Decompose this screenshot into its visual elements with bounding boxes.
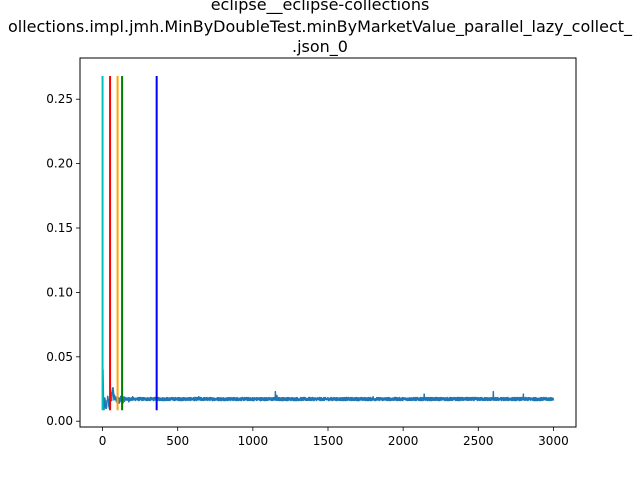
x-tick-label-4: 2000 [388,434,419,448]
title-line-2: ollections.impl.jmh.MinByDoubleTest.minB… [8,17,633,37]
title-line-1: eclipse__eclipse-collections [211,0,430,15]
x-tick-label-3: 1500 [313,434,344,448]
series-layer [101,368,555,411]
vline-layer [101,76,158,411]
x-axis: 0 500 1000 1500 2000 2500 3000 [99,427,569,448]
chart-title: eclipse__eclipse-collections ollections.… [8,0,633,57]
title-line-3: .json_0 [292,37,348,57]
y-tick-label-3: 0.15 [46,221,73,235]
series-line-0 [101,368,555,411]
y-tick-label-0: 0.00 [46,414,73,428]
x-tick-label-2: 1000 [238,434,269,448]
y-tick-label-2: 0.10 [46,285,73,299]
x-tick-label-5: 2500 [463,434,494,448]
x-tick-label-6: 3000 [538,434,569,448]
y-tick-label-4: 0.20 [46,157,73,171]
y-tick-label-1: 0.05 [46,350,73,364]
y-tick-label-5: 0.25 [46,92,73,106]
plot-frame [79,57,577,428]
x-tick-label-1: 500 [166,434,189,448]
x-tick-label-0: 0 [99,434,107,448]
y-axis: 0.00 0.05 0.10 0.15 0.20 0.25 [46,92,80,428]
